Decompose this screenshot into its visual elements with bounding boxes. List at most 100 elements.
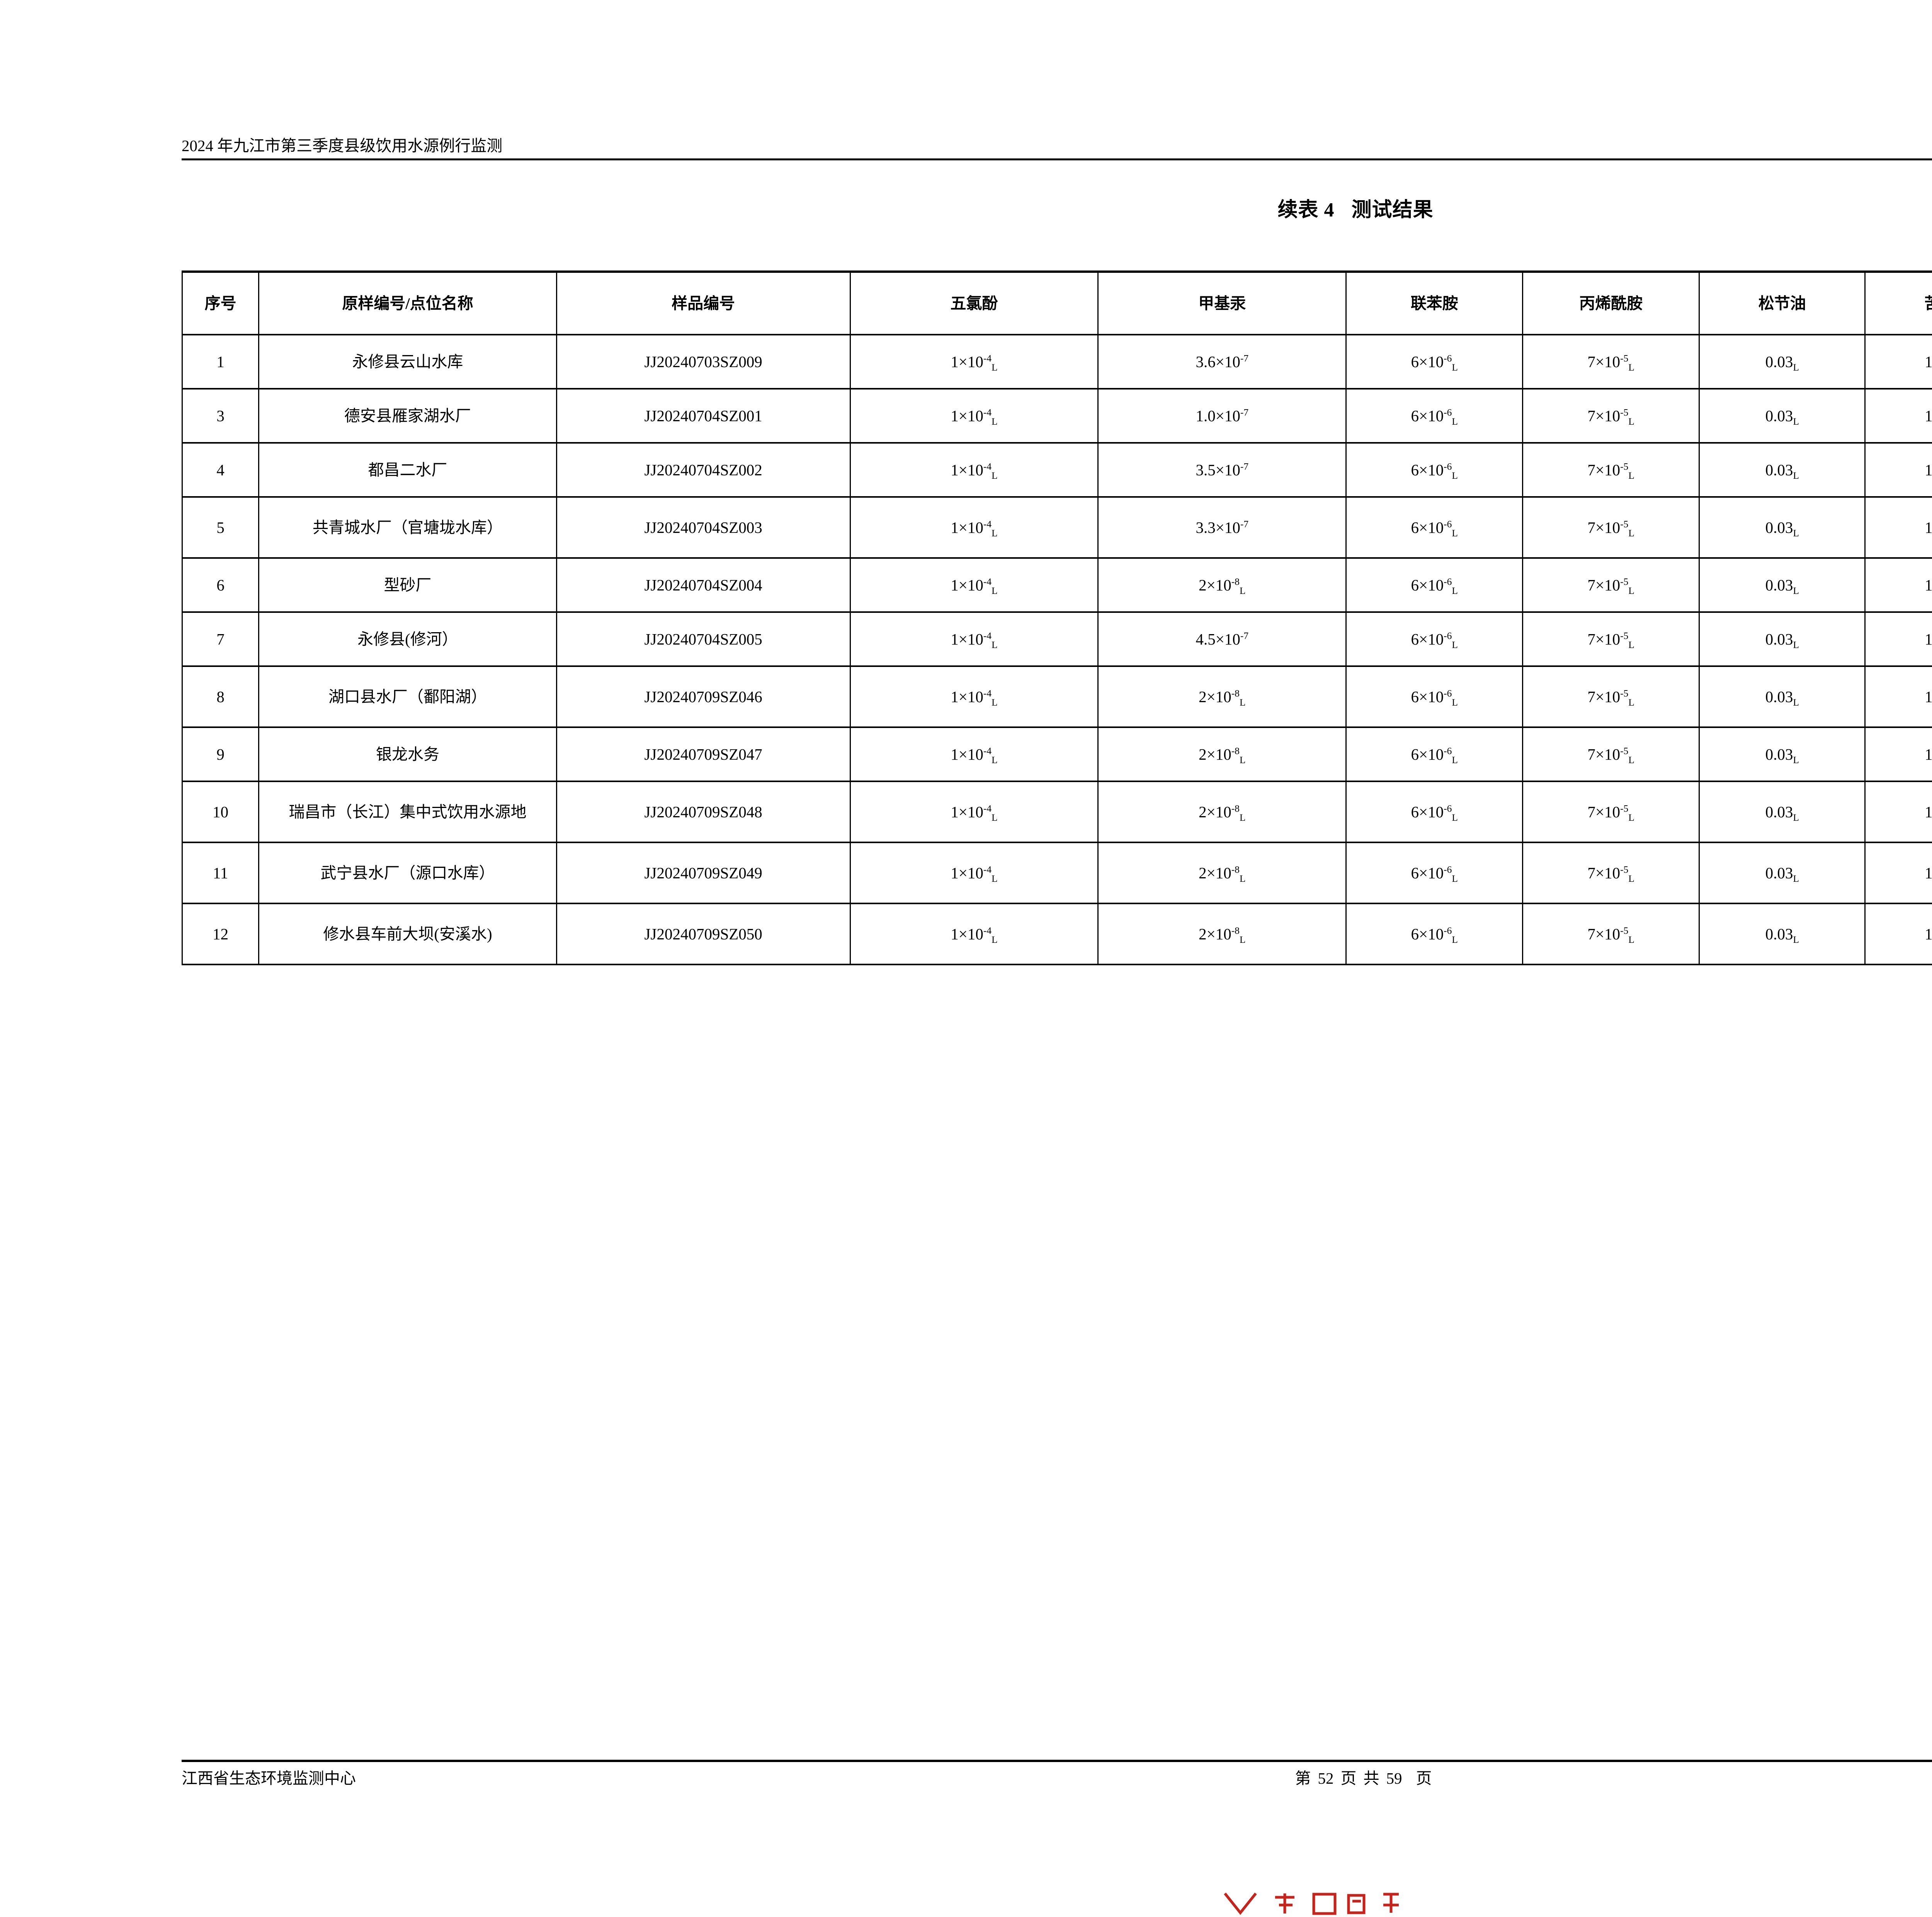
cell-pentachlorophenol-value: 1×10 <box>951 630 983 648</box>
cell-benzidine-value: 6×10 <box>1411 803 1444 821</box>
cell-acrylamide-exponent: -5 <box>1620 353 1629 364</box>
cell-index: 7 <box>181 611 260 667</box>
cell-pentachlorophenol-value: 1×10 <box>951 352 983 371</box>
cell-pentachlorophenol-detection-limit-flag: L <box>992 934 998 946</box>
cell-methylmercury: 3.6×10-7 <box>1097 334 1347 390</box>
cell-site-name: 德安县雁家湖水厂 <box>258 388 557 444</box>
cell-turpentine-detection-limit-flag: L <box>1793 470 1799 481</box>
cell-site-name: 湖口县水厂（鄱阳湖） <box>258 665 557 728</box>
cell-acrylamide-detection-limit-flag: L <box>1628 640 1634 651</box>
cell-acrylamide: 7×10-5L <box>1522 781 1700 843</box>
cell-pentachlorophenol-value: 1×10 <box>951 518 983 536</box>
cell-pentachlorophenol: 1×10-4L <box>849 557 1099 613</box>
cell-methylmercury-detection-limit-flag: L <box>1239 934 1246 946</box>
cell-turpentine: 0.03L <box>1699 496 1866 559</box>
table-row: 9 银龙水务 JJ20240709SZ047 1×10-4L 2×10-8L 6×10-6… <box>181 726 1932 782</box>
cell-benzidine: 6×10-6L <box>1345 557 1524 613</box>
cell-methylmercury-detection-limit-flag: L <box>1239 697 1246 708</box>
cell-index: 10 <box>181 781 260 843</box>
cell-methylmercury: 2×10-8L <box>1097 726 1347 782</box>
cell-pentachlorophenol-detection-limit-flag: L <box>992 697 998 708</box>
cell-pentachlorophenol: 1×10-4L <box>849 388 1099 444</box>
cell-methylmercury-detection-limit-flag: L <box>1239 585 1246 597</box>
cell-acrylamide-value: 7×10 <box>1587 407 1621 425</box>
cell-acrylamide-exponent: -5 <box>1620 745 1629 757</box>
cell-benzidine-detection-limit-flag: L <box>1452 755 1458 766</box>
cell-methylmercury: 3.3×10-7 <box>1097 496 1347 559</box>
cell-turpentine-value: 0.03 <box>1765 352 1793 371</box>
cell-acrylamide: 7×10-5L <box>1522 842 1700 904</box>
cell-acrylamide-detection-limit-flag: L <box>1628 362 1634 373</box>
cell-picric-acid-value: 1×10 <box>1924 461 1932 479</box>
cell-acrylamide-value: 7×10 <box>1587 745 1621 763</box>
cell-methylmercury-exponent: -7 <box>1240 407 1249 418</box>
cell-turpentine-value: 0.03 <box>1765 630 1793 648</box>
cell-pentachlorophenol-value: 1×10 <box>951 745 983 763</box>
cell-acrylamide-value: 7×10 <box>1587 518 1621 536</box>
cell-index: 1 <box>181 334 260 390</box>
cell-turpentine-value: 0.03 <box>1765 518 1793 536</box>
cell-pentachlorophenol: 1×10-4L <box>849 442 1099 498</box>
cell-benzidine: 6×10-6L <box>1345 496 1524 559</box>
cell-benzidine-detection-limit-flag: L <box>1452 470 1458 481</box>
cell-acrylamide: 7×10-5L <box>1522 442 1700 498</box>
cell-methylmercury-value: 2×10 <box>1199 925 1231 943</box>
cell-pentachlorophenol: 1×10-4L <box>849 726 1099 782</box>
page-running-header: 2024 年九江市第三季度县级饮用水源例行监测 赣环监字(2024)第 JJ-L… <box>182 136 1932 156</box>
cell-sample-number: JJ20240709SZ050 <box>556 903 851 965</box>
cell-picric-acid-value: 1×10 <box>1924 687 1932 706</box>
table-row: 4 都昌二水厂 JJ20240704SZ002 1×10-4L 3.5×10-7 6×10… <box>181 442 1932 498</box>
cell-methylmercury-exponent: -7 <box>1240 353 1249 364</box>
cell-site-name: 永修县云山水库 <box>258 334 557 390</box>
cell-methylmercury-exponent: -7 <box>1240 519 1249 530</box>
cell-turpentine-detection-limit-flag: L <box>1793 873 1799 885</box>
table-row: 11 武宁县水厂（源口水库） JJ20240709SZ049 1×10-4L 2×10-… <box>181 842 1932 904</box>
cell-benzidine-detection-limit-flag: L <box>1452 873 1458 885</box>
table-row: 5 共青城水厂（官塘垅水库） JJ20240704SZ003 1×10-4L 3.3×1… <box>181 496 1932 559</box>
cell-acrylamide-value: 7×10 <box>1587 630 1621 648</box>
table-row: 10 瑞昌市（长江）集中式饮用水源地 JJ20240709SZ048 1×10-4L 2… <box>181 781 1932 843</box>
cell-acrylamide-exponent: -5 <box>1620 461 1629 472</box>
cell-methylmercury-exponent: -8 <box>1231 688 1240 699</box>
cell-benzidine-exponent: -6 <box>1444 576 1452 587</box>
cell-methylmercury: 3.5×10-7 <box>1097 442 1347 498</box>
cell-pentachlorophenol-exponent: -4 <box>983 407 992 418</box>
cell-picric-acid: 1×10-4L <box>1864 496 1932 559</box>
cell-turpentine-detection-limit-flag: L <box>1793 755 1799 766</box>
cell-methylmercury-value: 3.5×10 <box>1196 461 1240 479</box>
cell-acrylamide-exponent: -5 <box>1620 630 1629 641</box>
footer-divider-rule <box>182 1760 1932 1762</box>
cell-pentachlorophenol-detection-limit-flag: L <box>992 873 998 885</box>
cell-picric-acid: 1×10-4L <box>1864 726 1932 782</box>
cell-site-name: 永修县(修河） <box>258 611 557 667</box>
cell-benzidine-detection-limit-flag: L <box>1452 585 1458 597</box>
cell-index: 11 <box>181 842 260 904</box>
cell-acrylamide: 7×10-5L <box>1522 903 1700 965</box>
cell-site-name: 瑞昌市（长江）集中式饮用水源地 <box>258 781 557 843</box>
cell-methylmercury-exponent: -8 <box>1231 864 1240 875</box>
cell-site-name: 武宁县水厂（源口水库） <box>258 842 557 904</box>
table-header-row: 序号 原样编号/点位名称 样品编号 五氯酚 甲基汞 联苯胺 丙烯酰胺 松节油 苦… <box>181 270 1932 335</box>
cell-benzidine: 6×10-6L <box>1345 665 1524 728</box>
cell-methylmercury: 2×10-8L <box>1097 557 1347 613</box>
cell-benzidine-value: 6×10 <box>1411 407 1444 425</box>
cell-picric-acid: 1×10-4L <box>1864 903 1932 965</box>
table-row: 6 型砂厂 JJ20240704SZ004 1×10-4L 2×10-8L 6×10-6L… <box>181 557 1932 613</box>
cell-benzidine: 6×10-6L <box>1345 726 1524 782</box>
cell-turpentine-detection-limit-flag: L <box>1793 697 1799 708</box>
cell-picric-acid-value: 1×10 <box>1924 407 1932 425</box>
cell-methylmercury: 2×10-8L <box>1097 842 1347 904</box>
cell-picric-acid-value: 1×10 <box>1924 864 1932 882</box>
cell-acrylamide-detection-limit-flag: L <box>1628 416 1634 427</box>
cell-pentachlorophenol-detection-limit-flag: L <box>992 416 998 427</box>
cell-pentachlorophenol-value: 1×10 <box>951 687 983 706</box>
cell-methylmercury-exponent: -7 <box>1240 630 1249 641</box>
cell-methylmercury-exponent: -7 <box>1240 461 1249 472</box>
cell-pentachlorophenol-value: 1×10 <box>951 803 983 821</box>
cell-methylmercury-value: 2×10 <box>1199 745 1231 763</box>
table-row: 7 永修县(修河） JJ20240704SZ005 1×10-4L 4.5×10-7 6×… <box>181 611 1932 667</box>
cell-picric-acid-value: 1×10 <box>1924 803 1932 821</box>
cell-pentachlorophenol: 1×10-4L <box>849 334 1099 390</box>
cell-benzidine-exponent: -6 <box>1444 630 1452 641</box>
cell-pentachlorophenol-detection-limit-flag: L <box>992 585 998 597</box>
